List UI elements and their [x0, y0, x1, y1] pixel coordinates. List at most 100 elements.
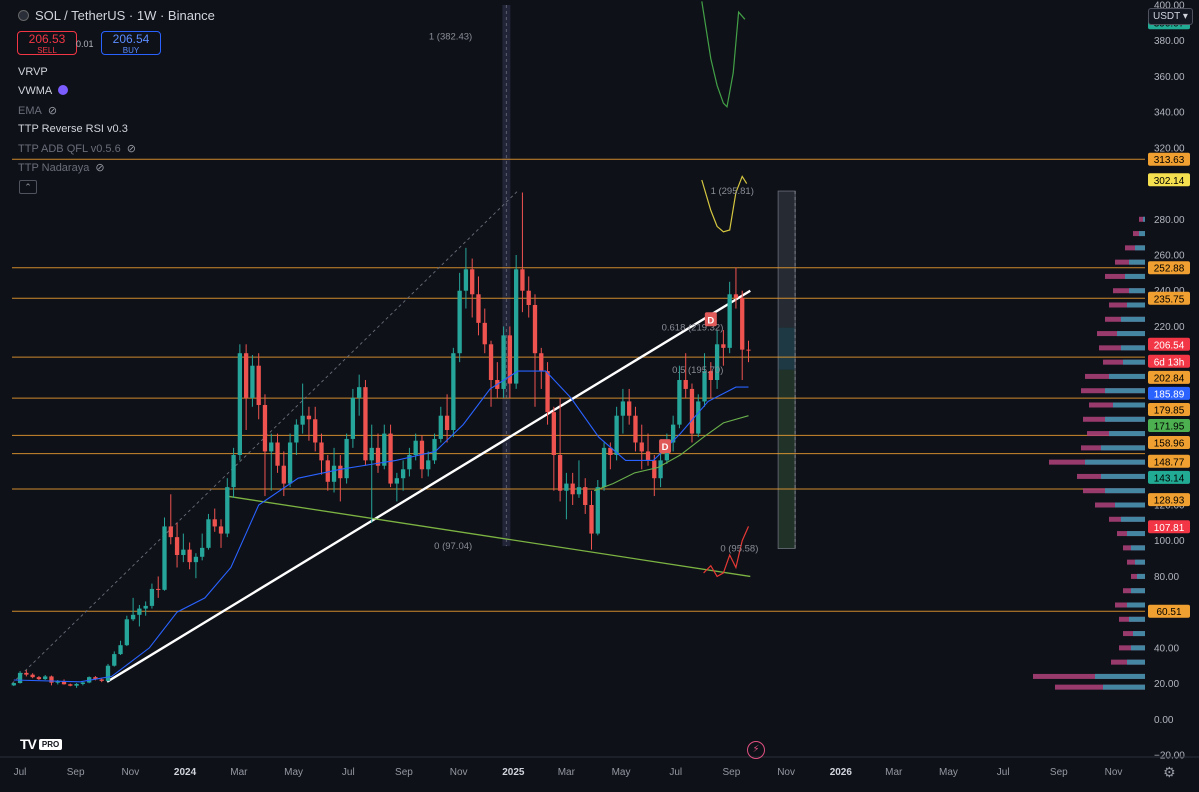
price-tag [1148, 370, 1190, 384]
candle-body [375, 447, 381, 466]
price-tag [1148, 386, 1190, 400]
symbol-title: SOL / TetherUS · 1W · Binance [35, 8, 215, 23]
candle-body [589, 505, 594, 534]
candle-body [645, 451, 651, 461]
y-axis-tick-label: 360.00 [1154, 72, 1185, 83]
price-tag [1148, 402, 1190, 416]
gear-icon[interactable]: ⚙ [1163, 764, 1176, 780]
candle-body [444, 415, 450, 430]
price-tag-label: 235.75 [1154, 294, 1185, 305]
indicator-vwma[interactable]: VWMA [18, 85, 69, 97]
eye-hidden-icon[interactable]: ⊘ [95, 162, 105, 174]
x-axis-tick-label: Jul [669, 767, 682, 778]
candle-body [80, 682, 86, 684]
projection-box-top [778, 191, 796, 328]
candle-body [557, 455, 563, 491]
x-axis-tick-label: 2025 [502, 767, 525, 778]
candle-body [206, 519, 211, 548]
candle-body [344, 438, 349, 479]
eye-hidden-icon[interactable]: ⊘ [47, 105, 58, 117]
x-axis-tick-label: May [612, 767, 631, 778]
candle-body [488, 344, 494, 380]
y-axis-tick-label: 240.00 [1154, 286, 1185, 297]
indicator-label: EMA [18, 105, 42, 117]
candle-body [36, 677, 42, 680]
candle-body [482, 322, 487, 345]
x-axis-tick-label: 2024 [174, 767, 197, 778]
candle-body [689, 388, 695, 434]
fib-level-label: 1 (382.43) [429, 31, 472, 42]
candle-body [30, 674, 35, 678]
candle-body [476, 294, 481, 323]
candle-body [331, 465, 337, 482]
candle-body [112, 654, 117, 666]
bolt-icon[interactable]: ⚡ [747, 741, 765, 759]
indicator-nadaraya[interactable]: TTP Nadaraya ⊘ [18, 161, 105, 174]
buy-button[interactable]: 206.54 BUY [101, 31, 161, 55]
candle-body [156, 588, 161, 590]
sell-price: 206.53 [28, 32, 66, 46]
currency-selector[interactable]: USDT ▾ [1148, 8, 1193, 25]
volume-profile-bar-buy [1127, 302, 1145, 308]
price-tag-label: 107.81 [1154, 523, 1185, 534]
candle-body [583, 487, 588, 505]
indicator-reverse-rsi[interactable]: TTP Reverse RSI v0.3 [18, 123, 128, 135]
buy-label: BUY [122, 46, 140, 55]
candle-body [350, 397, 356, 439]
x-axis-tick-label: Sep [1050, 767, 1068, 778]
candle-body [237, 353, 243, 455]
buy-price: 206.54 [112, 32, 150, 46]
candle-body [193, 556, 199, 563]
collapse-legend-icon[interactable]: ⌃ [19, 180, 37, 194]
price-tag [1148, 173, 1190, 187]
volume-profile-bar-buy [1121, 316, 1145, 322]
projection-box-bottom [778, 369, 796, 549]
price-tag-label: 148.77 [1154, 457, 1185, 468]
sell-button[interactable]: 206.53 SELL [17, 31, 77, 55]
volume-profile-bar-buy [1131, 545, 1145, 551]
candle-body [532, 305, 538, 354]
signal-badge [659, 439, 672, 454]
projection-box-mid [778, 327, 796, 370]
candle-body [570, 483, 575, 495]
volume-profile-bar-buy [1105, 488, 1145, 494]
price-tag [1148, 454, 1190, 468]
y-axis-tick-label: 340.00 [1154, 108, 1185, 119]
x-axis-tick-label: Mar [230, 767, 248, 778]
symbol-header[interactable]: SOL / TetherUS · 1W · Binance [18, 8, 215, 23]
price-tag [1148, 261, 1190, 275]
indicator-vrvp[interactable]: VRVP [18, 66, 48, 78]
indicator-ema[interactable]: EMA ⊘ [18, 104, 57, 117]
candle-body [463, 269, 469, 291]
reverse-rsi-curve [701, 175, 748, 233]
candle-body [93, 677, 98, 680]
y-axis-tick-label: 380.00 [1154, 36, 1185, 47]
volume-profile-bar-buy [1127, 531, 1145, 537]
x-axis-tick-label: Sep [722, 767, 740, 778]
indicator-adb-qfl[interactable]: TTP ADB QFL v0.5.6 ⊘ [18, 142, 136, 155]
x-axis-tick-label: Mar [885, 767, 903, 778]
volume-profile-bar-buy [1129, 288, 1145, 294]
price-tag [1148, 419, 1190, 433]
candle-body [426, 460, 431, 470]
price-tag [1148, 604, 1190, 618]
reverse-rsi-curve [703, 526, 750, 578]
candle-body [677, 380, 682, 425]
price-tag-label: 60.51 [1156, 607, 1181, 618]
candle-body [388, 433, 393, 484]
candle-body [608, 447, 613, 455]
eye-hidden-icon[interactable]: ⊘ [126, 143, 136, 155]
y-axis-tick-label: 20.00 [1154, 679, 1179, 690]
candle-body [382, 433, 387, 466]
price-tag-label: 179.85 [1154, 405, 1185, 416]
price-tag [1148, 354, 1190, 368]
candle-body [218, 526, 224, 534]
candle-body [300, 415, 305, 425]
volume-profile-bar-buy [1105, 388, 1145, 394]
volume-profile-bar-buy [1109, 431, 1145, 437]
volume-profile-bar-buy [1121, 345, 1145, 351]
x-axis-tick-label: May [284, 767, 303, 778]
candle-body [394, 478, 399, 484]
